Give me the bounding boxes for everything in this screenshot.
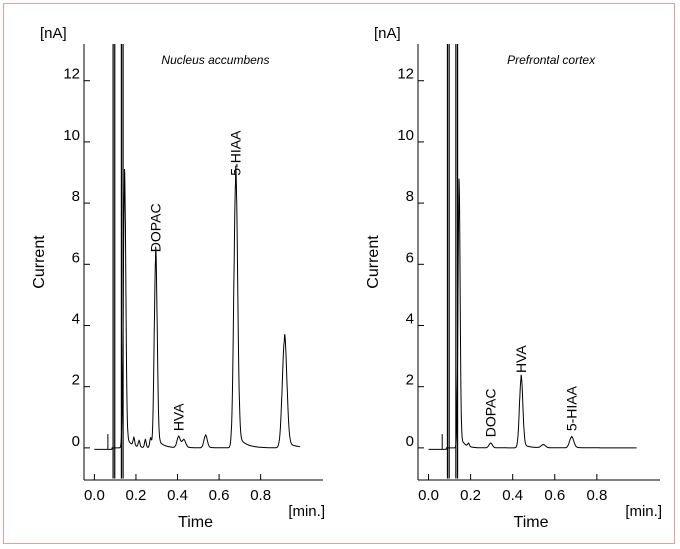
panel-title: Nucleus accumbens xyxy=(161,53,269,67)
x-tick-label: 0.2 xyxy=(460,487,481,504)
x-tick-label: 0.4 xyxy=(502,487,523,504)
peak-label: DOPAC xyxy=(148,203,164,252)
y-tick-label: 4 xyxy=(72,310,80,327)
chromatogram-trace xyxy=(428,178,637,450)
peak-label: 5-HIAA xyxy=(228,130,244,176)
y-tick-label: 2 xyxy=(72,372,80,389)
chart-panel-2: 0 2 4 6 8 10 12 0.0 0.2 0.4 0.6 0.8 Current Time [nA] [… xyxy=(365,25,662,531)
panel-title: Prefrontal cortex xyxy=(507,53,596,67)
x-tick-label: 0.0 xyxy=(84,487,105,504)
x-axis-unit: [min.] xyxy=(625,503,662,520)
chart-panel-1: 0 2 4 6 8 10 12 0.0 0.2 0.4 0.6 0.8 Current Time [nA] [… xyxy=(31,25,325,531)
y-axis-unit: [nA] xyxy=(40,25,67,42)
y-tick-label: 8 xyxy=(72,188,80,205)
y-tick-label: 6 xyxy=(72,249,80,266)
peak-label: 5-HIAA xyxy=(564,385,580,431)
y-tick-label: 2 xyxy=(406,372,414,389)
y-axis-title: Current xyxy=(31,235,48,289)
y-tick-label: 10 xyxy=(63,127,80,144)
y-tick-label: 4 xyxy=(406,310,414,327)
x-tick-label: 0.6 xyxy=(544,487,565,504)
y-tick-label: 12 xyxy=(397,66,414,83)
y-axis-title: Current xyxy=(365,235,382,289)
peak-label: DOPAC xyxy=(483,389,499,438)
x-axis-title: Time xyxy=(514,514,549,531)
chromatogram-trace xyxy=(94,165,301,450)
x-tick-label: 0.8 xyxy=(586,487,607,504)
y-tick-label: 0 xyxy=(406,433,414,450)
y-tick-label: 0 xyxy=(72,433,80,450)
x-tick-label: 0.8 xyxy=(250,487,271,504)
x-tick-label: 0.2 xyxy=(126,487,147,504)
x-axis-title: Time xyxy=(178,514,213,531)
y-tick-label: 12 xyxy=(63,66,80,83)
x-axis-unit: [min.] xyxy=(288,503,325,520)
y-tick-label: 8 xyxy=(406,188,414,205)
x-tick-label: 0.4 xyxy=(167,487,188,504)
y-tick-label: 10 xyxy=(397,127,414,144)
peak-label: HVA xyxy=(513,345,529,373)
y-tick-label: 6 xyxy=(406,249,414,266)
x-tick-label: 0.0 xyxy=(418,487,439,504)
y-axis-unit: [nA] xyxy=(374,25,401,42)
peak-label: HVA xyxy=(171,403,187,431)
x-tick-label: 0.6 xyxy=(209,487,230,504)
